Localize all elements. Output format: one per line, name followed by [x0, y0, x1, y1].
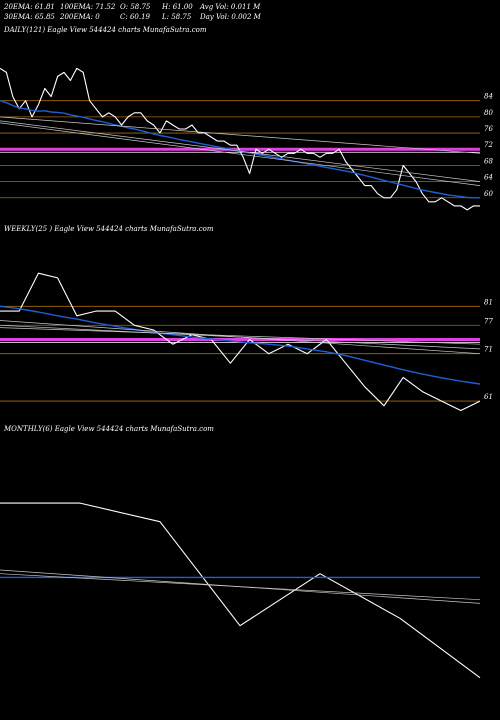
weekly-tick-label-3: 61: [484, 393, 493, 401]
high-readout: H: 61.00: [162, 3, 193, 11]
daily-tick-label-2: 76: [484, 125, 493, 133]
daily-panel-label: DAILY(121) Eagle View 544424 charts Muna…: [4, 26, 207, 34]
monthly-panel-label: MONTHLY(6) Eagle View 544424 charts Muna…: [4, 425, 214, 433]
daily-tick-label-1: 80: [484, 109, 493, 117]
weekly-panel-label: WEEKLY(25 ) Eagle View 544424 charts Mun…: [4, 225, 214, 233]
daily-tick-label-4: 68: [484, 157, 493, 165]
day-vol-readout: Day Vol: 0.002 M: [200, 13, 261, 21]
daily-ma-line-2: [0, 122, 481, 186]
low-readout: L: 58.75: [162, 13, 192, 21]
monthly-price-line: [0, 502, 481, 679]
close-readout: C: 60.19: [120, 13, 150, 21]
daily-tick-label-5: 64: [484, 174, 493, 182]
ema30-readout: 30EMA: 65.85: [4, 13, 55, 21]
ema200-readout: 200EMA: 0: [60, 13, 100, 21]
weekly-price-line: [0, 272, 481, 412]
daily-ma-line-0: [0, 116, 481, 154]
weekly-ma-line-1: [0, 324, 481, 350]
daily-ma-line-1: [0, 120, 481, 182]
ema100-readout: 100EMA: 71.52: [60, 3, 116, 11]
monthly-ma-line-1: [0, 573, 481, 601]
weekly-tick-label-2: 71: [484, 346, 493, 354]
open-readout: O: 58.75: [120, 3, 151, 11]
weekly-ma-line-2: [0, 327, 481, 345]
daily-tick-label-6: 60: [484, 190, 493, 198]
weekly-tick-label-1: 77: [484, 317, 493, 325]
weekly-tick-label-0: 81: [484, 298, 493, 306]
daily-price-line: [0, 67, 480, 211]
weekly-ema-line: [0, 305, 481, 385]
avg-vol-readout: Avg Vol: 0.011 M: [200, 3, 261, 11]
ema20-readout: 20EMA: 61.81: [4, 3, 55, 11]
daily-tick-label-0: 84: [484, 93, 493, 101]
daily-tick-label-3: 72: [484, 141, 493, 149]
